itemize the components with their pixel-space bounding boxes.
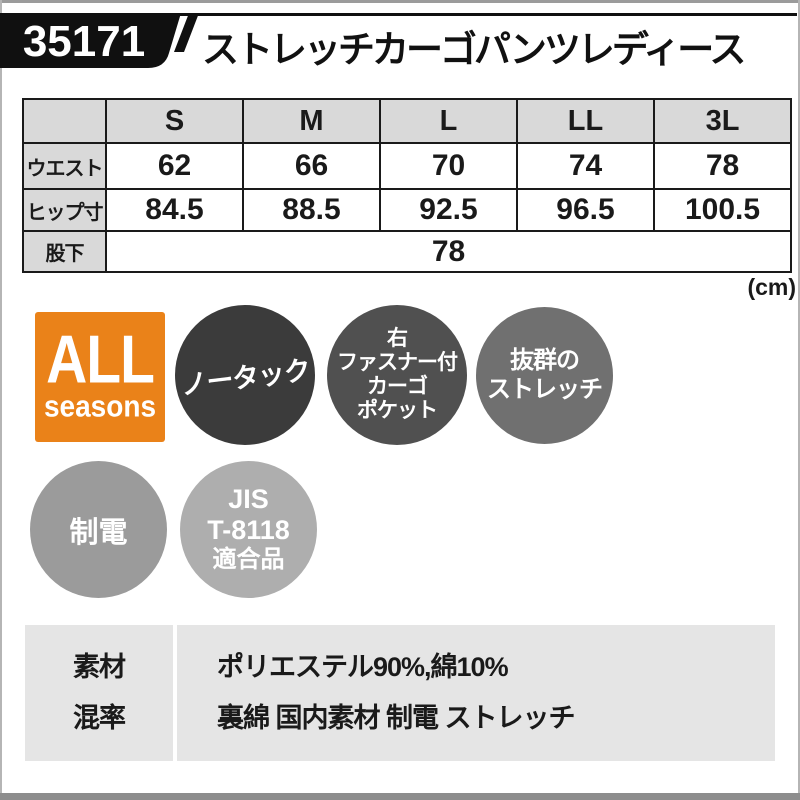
size-col-header: M [242,98,381,144]
table-cell: 70 [379,142,518,190]
badge-line: T-8118 [207,515,290,546]
size-table-corner-cell [22,98,107,144]
badge-line: 右 [387,327,408,351]
badge-no-tuck: ノータック [175,305,315,445]
frame-left-line [0,0,2,800]
table-cell: 92.5 [379,188,518,232]
badge-line: ALL [46,322,155,398]
page-title: ストレッチカーゴパンツレディース [202,29,746,70]
size-col-header: LL [516,98,655,144]
product-code-box [0,13,199,68]
table-cell: 62 [105,142,244,190]
table-cell: 78 [105,230,792,273]
materials-value-column: ポリエステル90%,綿10% 裏綿 国内素材 制電 ストレッチ [173,625,775,761]
materials-panel: 素材 混率 ポリエステル90%,綿10% 裏綿 国内素材 制電 ストレッチ [25,625,775,761]
size-col-header: 3L [653,98,792,144]
badge-jis-t8118: JIS T-8118 適合品 [180,461,317,598]
frame-right-line [798,0,800,800]
badge-line: ポケット [357,398,438,422]
slash-decoration [174,13,199,52]
badge-line: ファスナー付 [337,351,458,375]
badge-line: 抜群の [510,346,580,374]
materials-label: 素材 [73,651,126,682]
badge-line: 制電 [69,516,128,549]
badge-line: seasons [43,389,157,424]
badge-line: ノータック [178,354,312,401]
badge-excellent-stretch: 抜群の ストレッチ [476,307,613,444]
badge-line: カーゴ [367,375,428,398]
table-cell: 100.5 [653,188,792,232]
size-unit-label: (cm) [747,274,796,300]
table-cell: 96.5 [516,188,655,232]
size-col-header: L [379,98,518,144]
table-cell: 78 [653,142,792,190]
product-code: 35171 [22,17,146,66]
size-col-header: S [105,98,244,144]
size-table-header-row: S M L LL 3L [22,98,792,144]
row-label: ヒップ寸 [22,188,107,232]
table-row-hip: ヒップ寸 84.5 88.5 92.5 96.5 100.5 [22,188,792,232]
table-row-waist: ウエスト 62 66 70 74 78 [22,142,792,190]
frame-bottom-bar [0,793,800,800]
table-cell: 88.5 [242,188,381,232]
badge-line: JIS [228,483,269,514]
table-cell: 66 [242,142,381,190]
header-top-bar [0,13,797,16]
size-table: S M L LL 3L ウエスト 62 66 70 74 78 ヒップ寸 84.… [22,98,792,273]
badge-anti-static: 制電 [30,461,167,598]
row-label: ウエスト [22,142,107,190]
table-cell: 84.5 [105,188,244,232]
table-row-inseam: 股下 78 [22,230,792,273]
badge-right-zip-cargo-pocket: 右 ファスナー付 カーゴ ポケット [327,305,467,445]
badge-all-seasons: ALL seasons [35,312,165,442]
row-label: 股下 [22,230,107,273]
badge-line: ストレッチ [487,375,603,403]
table-cell: 74 [516,142,655,190]
frame-top-line [0,0,800,3]
materials-value: ポリエステル90%,綿10% [217,651,509,682]
badge-line: 適合品 [212,546,285,574]
materials-label: 混率 [73,703,126,733]
materials-value: 裏綿 国内素材 制電 ストレッチ [217,703,576,733]
materials-label-column: 素材 混率 [25,625,173,761]
